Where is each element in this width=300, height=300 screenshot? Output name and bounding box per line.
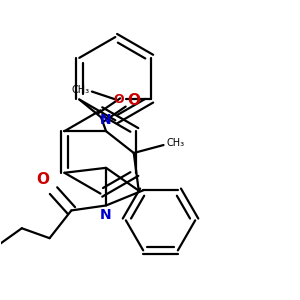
Text: O: O (113, 93, 124, 106)
Text: CH₃: CH₃ (167, 138, 184, 148)
Text: CH₃: CH₃ (72, 85, 90, 94)
Text: O: O (37, 172, 50, 187)
Text: O: O (127, 93, 140, 108)
Text: N: N (100, 113, 112, 127)
Text: N: N (100, 208, 112, 223)
